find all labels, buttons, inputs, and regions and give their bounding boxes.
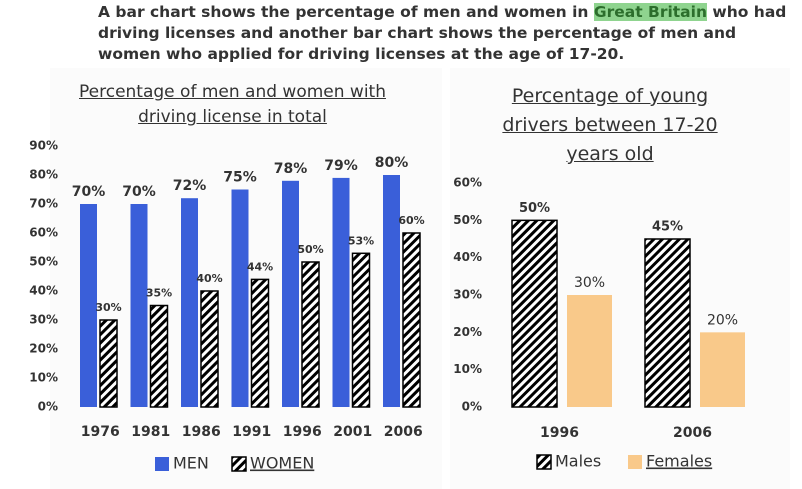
bar [644,238,691,408]
y-tick-label: 60% [29,226,58,240]
bar [99,319,118,408]
header-text: A bar chart shows the percentage of men … [98,3,594,21]
y-tick-label: 0% [38,400,58,414]
value-label: 44% [247,260,273,273]
value-label: 20% [707,312,738,328]
legend-swatch [536,454,552,470]
bar [250,278,270,408]
value-label: 53% [348,234,374,247]
bar [511,219,558,408]
bar [402,232,421,408]
y-tick-label: 10% [453,362,482,376]
value-label: 30% [95,301,121,314]
bar [700,332,745,407]
header: A bar chart shows the percentage of men … [98,2,788,65]
x-tick-label: 2006 [384,424,423,440]
value-label: 70% [72,184,106,200]
value-label: 80% [375,155,409,171]
y-tick-label: 0% [462,400,482,414]
bar [231,189,249,407]
value-label: 72% [173,178,207,194]
bar [567,295,612,407]
y-tick-label: 30% [453,288,482,302]
x-tick-label: 1996 [540,425,579,441]
y-tick-label: 20% [453,325,482,339]
bar [149,304,169,408]
legend-swatch [628,455,642,469]
y-tick-label: 20% [29,342,58,356]
x-tick-label: 1996 [283,424,322,440]
bar [200,290,219,408]
value-label: 79% [324,158,358,174]
legend-label: WOMEN [250,454,314,473]
bar [383,175,400,407]
y-tick-label: 70% [29,197,58,211]
x-tick-label: 2006 [673,425,712,441]
y-tick-label: 50% [453,213,482,227]
header-text: who had driving licenses and another bar… [98,3,787,63]
y-tick-label: 30% [29,313,58,327]
panel [450,68,790,489]
x-tick-label: 1976 [81,424,120,440]
value-label: 45% [652,220,683,235]
legend-label: MEN [173,454,209,473]
y-tick-label: 10% [29,371,58,385]
value-label: 35% [146,287,172,300]
y-tick-label: 90% [29,139,58,153]
chart-title: Percentage of men and women with driving… [79,82,386,127]
bar [130,204,148,407]
legend-swatch [155,457,169,471]
y-tick-label: 60% [453,176,482,190]
y-tick-label: 50% [29,255,58,269]
x-tick-label: 1981 [131,424,170,440]
value-label: 60% [398,214,424,227]
bar [301,261,320,408]
value-label: 70% [122,184,156,200]
highlight: Great Britain [593,3,707,21]
x-tick-label: 2001 [333,424,372,440]
bar [332,177,350,407]
legend-label: Males [555,452,601,471]
chart-title: Percentage of young drivers between 17-2… [502,85,718,165]
value-label: 78% [274,161,308,177]
legend-label: Females [646,452,712,471]
y-tick-label: 80% [29,168,58,182]
value-label: 30% [574,275,605,291]
x-tick-label: 1986 [182,424,221,440]
y-tick-label: 40% [29,284,58,298]
bar [351,252,371,408]
bar [181,198,198,407]
y-tick-label: 40% [453,250,482,264]
value-label: 40% [196,272,222,285]
value-label: 50% [297,243,323,256]
bar [282,180,299,407]
x-tick-label: 1991 [232,424,271,440]
value-label: 75% [223,170,257,186]
bar [80,204,97,407]
legend-swatch [231,456,247,472]
value-label: 50% [519,201,550,216]
